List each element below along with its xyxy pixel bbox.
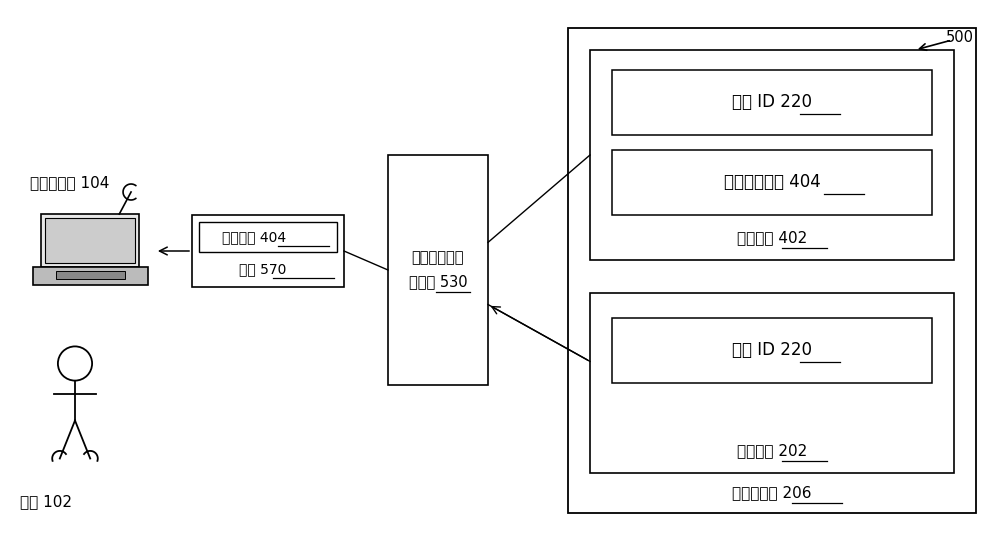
Text: 请求 ID 220: 请求 ID 220 [732,94,812,111]
Bar [612,318,932,383]
Text: 响应容器来源: 响应容器来源 [412,251,464,265]
Bar [388,155,488,385]
Text: 用户 102: 用户 102 [20,494,72,509]
Bar [568,28,976,513]
Text: 请求容器 202: 请求容器 202 [737,443,807,458]
Text: 请求控制器 206: 请求控制器 206 [732,485,812,500]
Bar [41,214,139,267]
Text: 500: 500 [946,31,974,46]
Text: 用户数据 404: 用户数据 404 [222,230,286,244]
Bar [32,267,148,285]
Text: 客户端设备 104: 客户端设备 104 [30,175,109,190]
Bar [192,215,344,287]
Bar [45,218,135,263]
Text: 响应容器 402: 响应容器 402 [737,230,807,245]
Bar [590,50,954,260]
Text: 验证器 530: 验证器 530 [409,274,467,289]
Bar [612,70,932,135]
Text: 原始用户数据 404: 原始用户数据 404 [724,173,820,192]
Bar [612,150,932,215]
Text: 响应 570: 响应 570 [239,262,287,276]
Bar [199,222,337,252]
Bar [56,271,124,279]
Text: 请求 ID 220: 请求 ID 220 [732,342,812,359]
Bar [590,293,954,473]
